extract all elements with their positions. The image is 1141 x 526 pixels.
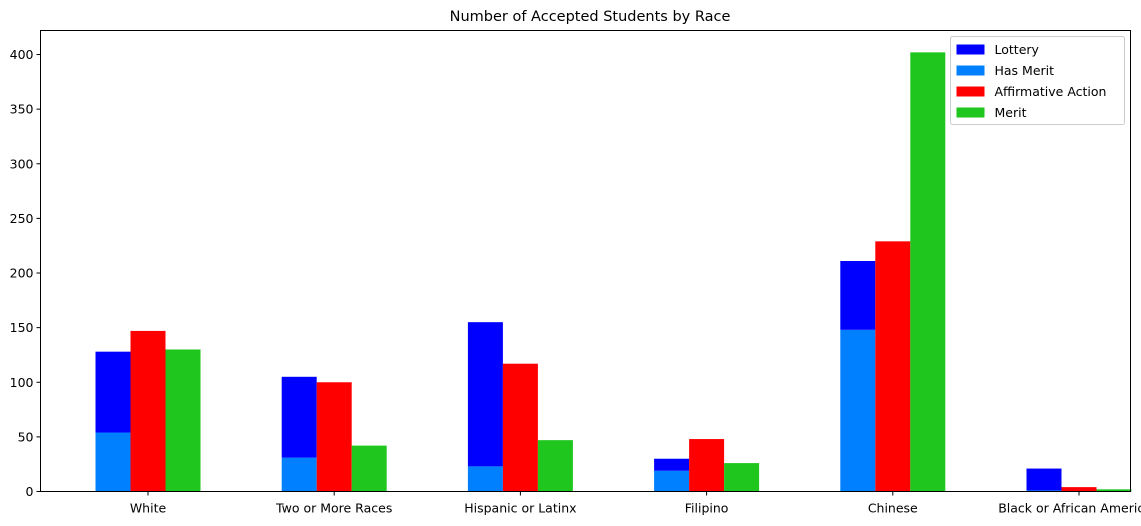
legend-swatch [956, 86, 985, 97]
bar-merit [910, 52, 946, 492]
bar-has-merit [95, 432, 131, 492]
bar-merit [724, 463, 760, 492]
x-tick-label: Black or African American [998, 501, 1141, 516]
plot-frame [40, 30, 1131, 492]
bar-lottery [840, 261, 876, 330]
legend-label: Affirmative Action [995, 84, 1107, 99]
bar-affirmative-action [130, 330, 166, 492]
bar-affirmative-action [502, 363, 538, 492]
y-tick-label: 350 [10, 102, 34, 117]
legend: Lottery Has Merit Affirmative Action Merit [950, 36, 1125, 125]
bar-merit [351, 445, 387, 492]
bar-lottery [1026, 468, 1062, 491]
y-tick-label: 200 [10, 266, 34, 281]
y-tick-label: 250 [10, 211, 34, 226]
chart-title: Number of Accepted Students by Race [450, 9, 731, 25]
x-tick-label: Filipino [685, 501, 729, 516]
x-tick-label: White [130, 501, 167, 516]
bar-affirmative-action [1061, 487, 1097, 492]
x-tick-label: Two or More Races [275, 501, 392, 516]
bar-has-merit [654, 470, 690, 492]
bar-affirmative-action [316, 382, 352, 492]
y-tick-label: 50 [18, 429, 34, 444]
bar-has-merit [281, 457, 317, 492]
bar-lottery [654, 458, 690, 471]
bar-has-merit [840, 329, 876, 492]
legend-swatch [956, 107, 985, 118]
legend-label: Merit [995, 105, 1027, 120]
y-tick-label: 400 [10, 47, 34, 62]
y-tick-label: 150 [10, 320, 34, 335]
bar-affirmative-action [875, 241, 911, 492]
legend-label: Has Merit [995, 63, 1055, 78]
legend-swatch [956, 44, 985, 55]
legend-swatch [956, 65, 985, 76]
bar-merit [165, 349, 201, 492]
x-axis: White Two or More Races Hispanic or Latinx… [130, 491, 1141, 516]
bar-has-merit [467, 466, 503, 492]
y-tick-label: 0 [26, 484, 34, 499]
x-tick-label: Hispanic or Latinx [464, 501, 576, 516]
legend-box [950, 36, 1125, 125]
bar-merit [537, 440, 573, 492]
y-tick-label: 300 [10, 156, 34, 171]
bar-lottery [95, 351, 131, 433]
plot-area [95, 52, 1132, 492]
y-tick-label: 100 [10, 375, 34, 390]
bar-affirmative-action [689, 439, 725, 492]
y-axis: 0 50 100 150 200 250 300 350 400 [10, 47, 41, 499]
bar-lottery [281, 376, 317, 458]
x-tick-label: Chinese [868, 501, 918, 516]
legend-label: Lottery [995, 42, 1040, 57]
bar-merit [1096, 489, 1132, 492]
bar-lottery [467, 322, 503, 467]
bar-has-merit [1026, 490, 1062, 492]
